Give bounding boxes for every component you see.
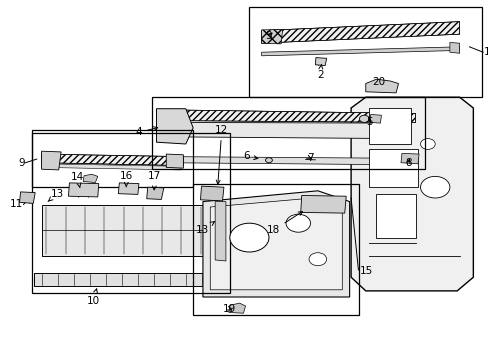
- Polygon shape: [368, 108, 410, 144]
- Polygon shape: [375, 194, 415, 238]
- Text: 9: 9: [19, 158, 25, 168]
- Polygon shape: [156, 109, 193, 144]
- Polygon shape: [315, 58, 326, 66]
- Polygon shape: [368, 149, 417, 187]
- Text: 15: 15: [359, 266, 372, 276]
- Polygon shape: [41, 151, 61, 170]
- Text: 13: 13: [48, 189, 63, 202]
- Text: 5: 5: [365, 117, 372, 127]
- Polygon shape: [20, 192, 35, 203]
- Polygon shape: [200, 186, 224, 201]
- Text: 7: 7: [306, 153, 313, 163]
- Text: 11: 11: [10, 199, 23, 210]
- Polygon shape: [369, 114, 381, 123]
- Polygon shape: [118, 183, 139, 194]
- Text: 12: 12: [215, 125, 228, 184]
- Text: 18: 18: [266, 212, 302, 235]
- Polygon shape: [210, 198, 342, 290]
- Polygon shape: [228, 303, 245, 313]
- Polygon shape: [400, 153, 418, 164]
- Polygon shape: [166, 157, 415, 165]
- Polygon shape: [166, 154, 183, 168]
- Polygon shape: [215, 202, 225, 261]
- Polygon shape: [203, 191, 349, 297]
- Text: 17: 17: [148, 171, 161, 190]
- Text: 4: 4: [135, 127, 157, 138]
- Circle shape: [308, 253, 326, 266]
- Text: 1: 1: [483, 47, 488, 57]
- Polygon shape: [41, 154, 183, 166]
- Polygon shape: [449, 42, 459, 53]
- Text: 10: 10: [86, 289, 99, 306]
- Polygon shape: [166, 110, 415, 122]
- Polygon shape: [34, 273, 224, 286]
- Text: 16: 16: [120, 171, 133, 187]
- Polygon shape: [300, 195, 346, 213]
- Circle shape: [420, 176, 449, 198]
- Polygon shape: [365, 79, 398, 93]
- Circle shape: [359, 115, 368, 122]
- Polygon shape: [350, 97, 472, 291]
- Text: 20: 20: [372, 77, 385, 87]
- Circle shape: [285, 214, 310, 232]
- Circle shape: [229, 223, 268, 252]
- Polygon shape: [41, 164, 181, 170]
- Text: 2: 2: [316, 64, 323, 80]
- Polygon shape: [68, 183, 99, 197]
- Polygon shape: [261, 30, 282, 44]
- Text: 14: 14: [71, 172, 84, 188]
- Text: 13: 13: [195, 222, 214, 235]
- Circle shape: [420, 139, 434, 149]
- Text: 6: 6: [242, 151, 257, 161]
- Text: 19: 19: [222, 304, 235, 314]
- Polygon shape: [166, 122, 400, 139]
- Circle shape: [265, 158, 272, 163]
- Polygon shape: [261, 22, 459, 43]
- Polygon shape: [261, 47, 459, 56]
- Text: 3: 3: [265, 31, 272, 41]
- Text: 8: 8: [404, 158, 411, 168]
- Polygon shape: [83, 174, 98, 183]
- Polygon shape: [41, 205, 224, 256]
- Polygon shape: [146, 187, 163, 199]
